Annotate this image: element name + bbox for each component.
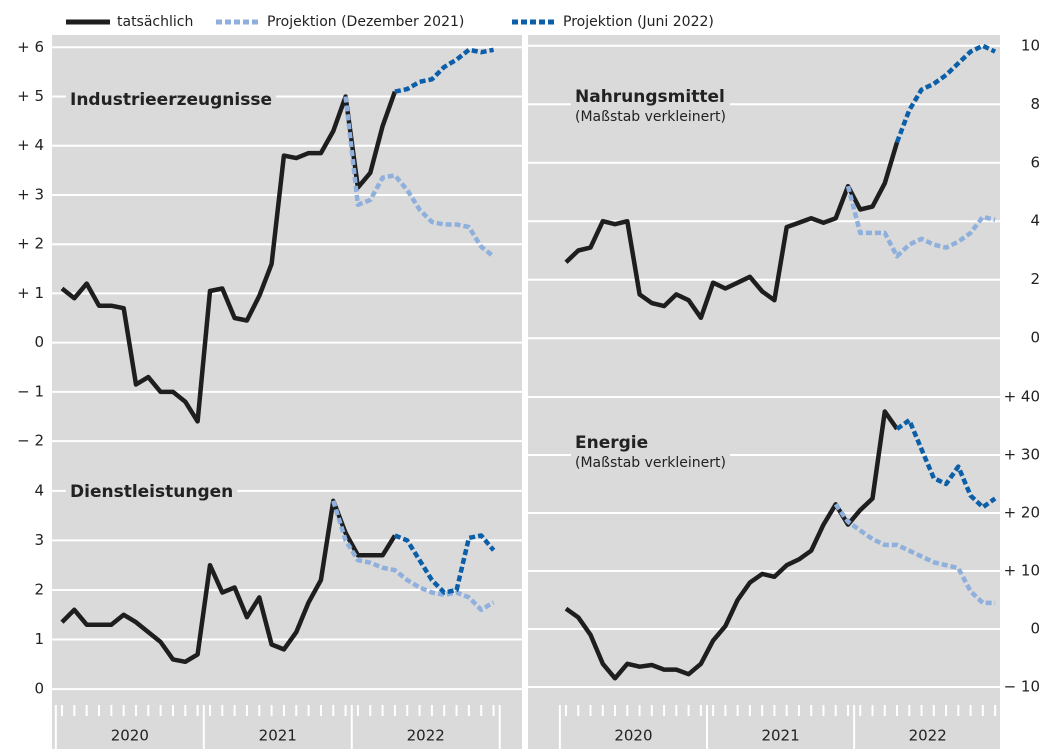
title-bg [66,480,238,504]
legend-label: Projektion (Juni 2022) [563,14,714,30]
y-tick-label: + 3 [17,185,44,203]
title-bg [66,88,276,112]
series-line [564,141,900,321]
y-tick-label: 10 [1021,36,1040,54]
title-bg [571,431,730,473]
panel-right [528,35,1000,749]
y-tick-label: − 2 [17,432,44,450]
series-line [894,43,997,144]
legend-label: tatsächlich [117,14,193,30]
x-tick-label: 2022 [909,727,947,745]
panel-note: (Maßstab verkleinert) [575,109,726,125]
panel-title: Industrieerzeugnisse [70,90,272,110]
series-line [331,500,495,613]
series-line [833,503,996,606]
y-tick-label: 6 [1030,153,1040,171]
y-tick-label: 8 [1030,95,1040,113]
series-line [394,533,496,595]
y-tick-label: + 30 [1004,446,1040,464]
y-tick-label: 0 [1030,329,1040,347]
y-tick-label: + 40 [1004,388,1040,406]
y-tick-label: + 5 [17,87,44,105]
x-tick-label: 2021 [761,727,799,745]
y-tick-label: 0 [34,680,44,698]
series-line [845,185,996,259]
panel-title: Energie [575,433,648,453]
y-tick-label: 4 [1030,212,1040,230]
y-tick-label: + 20 [1004,504,1040,522]
y-tick-label: + 1 [17,284,44,302]
panel-title: Nahrungsmittel [575,87,725,107]
y-tick-label: + 4 [17,136,44,154]
y-tick-label: 0 [34,333,44,351]
series-line [60,498,397,665]
x-tick-label: 2020 [111,727,149,745]
y-tick-label: − 10 [1004,678,1040,696]
y-tick-label: + 10 [1004,562,1040,580]
y-tick-label: + 6 [17,38,44,56]
y-tick-label: + 2 [17,235,44,253]
series-line [343,96,495,259]
y-tick-label: 2 [34,580,44,598]
y-tick-label: 2 [1030,270,1040,288]
y-tick-label: 4 [34,481,44,499]
x-tick-label: 2020 [614,727,652,745]
y-tick-label: − 1 [17,382,44,400]
x-tick-label: 2021 [259,727,297,745]
x-tick-label: 2022 [407,727,445,745]
panel-title: Dienstleistungen [70,482,233,502]
series-line [60,90,398,424]
legend: tatsächlich Projektion (Dezember 2021) Pro… [66,14,714,30]
y-tick-label: 1 [34,630,44,648]
panel-note: (Maßstab verkleinert) [575,455,726,471]
series-line [895,417,997,510]
y-tick-label: 3 [34,531,44,549]
legend-label: Projektion (Dezember 2021) [267,14,464,30]
title-bg [571,85,730,127]
y-tick-label: 0 [1030,620,1040,638]
series-line [394,47,495,94]
